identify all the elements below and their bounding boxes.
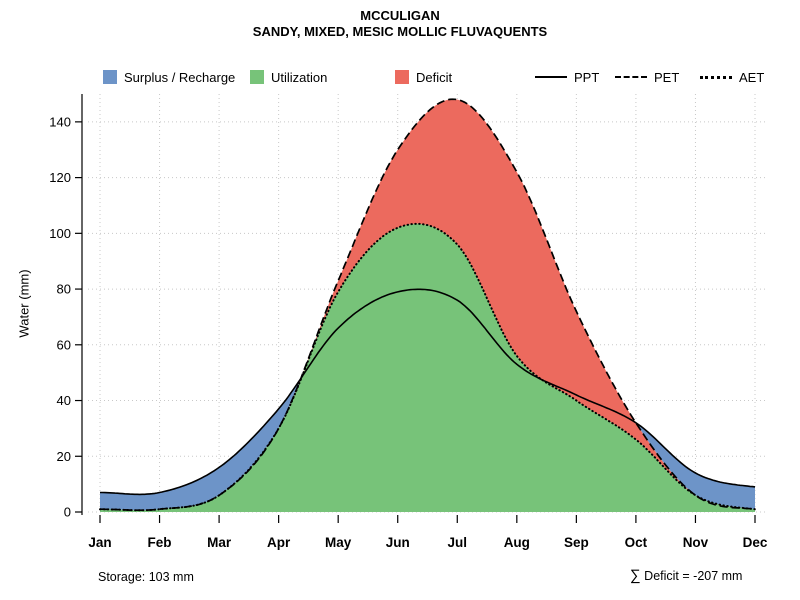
- svg-text:120: 120: [49, 170, 71, 185]
- svg-text:140: 140: [49, 114, 71, 129]
- svg-text:Sep: Sep: [564, 535, 589, 550]
- svg-text:Feb: Feb: [148, 535, 172, 550]
- legend-label: Deficit: [416, 69, 453, 85]
- svg-text:40: 40: [57, 393, 71, 408]
- utilization-swatch-icon: [250, 70, 264, 84]
- chart-title: MCCULIGAN: [360, 8, 440, 23]
- svg-text:Dec: Dec: [743, 535, 768, 550]
- legend-label: PET: [654, 69, 680, 85]
- svg-text:Apr: Apr: [267, 535, 291, 550]
- deficit-annotation: ∑ Deficit = -207 mm: [630, 567, 743, 584]
- dashed-line-icon: [615, 76, 647, 78]
- svg-text:Nov: Nov: [683, 535, 709, 550]
- svg-text:60: 60: [57, 337, 71, 352]
- legend-item-ppt: PPT: [535, 68, 599, 86]
- legend-item-surplus: Surplus / Recharge: [103, 68, 235, 86]
- svg-text:80: 80: [57, 282, 71, 297]
- surplus-swatch-icon: [103, 70, 117, 84]
- dotted-line-icon: [700, 75, 732, 79]
- chart-subtitle: SANDY, MIXED, MESIC MOLLIC FLUVAQUENTS: [252, 24, 548, 39]
- svg-text:0: 0: [64, 505, 71, 520]
- svg-text:Oct: Oct: [625, 535, 648, 550]
- svg-text:May: May: [325, 535, 352, 550]
- sigma-icon: ∑: [630, 567, 641, 584]
- legend-item-utilization: Utilization: [250, 68, 327, 86]
- legend-label: Utilization: [271, 69, 328, 85]
- chart-legend: Surplus / Recharge Utilization Deficit P…: [0, 68, 800, 88]
- legend-label: PPT: [574, 69, 600, 85]
- svg-text:20: 20: [57, 449, 71, 464]
- legend-item-aet: AET: [700, 68, 764, 86]
- svg-text:Jun: Jun: [386, 535, 410, 550]
- legend-label: AET: [739, 69, 765, 85]
- svg-text:Jul: Jul: [448, 535, 468, 550]
- svg-text:Jan: Jan: [88, 535, 111, 550]
- legend-label: Surplus / Recharge: [124, 69, 236, 85]
- svg-text:Mar: Mar: [207, 535, 232, 550]
- svg-text:100: 100: [49, 226, 71, 241]
- legend-item-pet: PET: [615, 68, 679, 86]
- svg-text:Aug: Aug: [504, 535, 530, 550]
- deficit-swatch-icon: [395, 70, 409, 84]
- solid-line-icon: [535, 76, 567, 78]
- storage-annotation: Storage: 103 mm: [98, 570, 194, 584]
- legend-item-deficit: Deficit: [395, 68, 452, 86]
